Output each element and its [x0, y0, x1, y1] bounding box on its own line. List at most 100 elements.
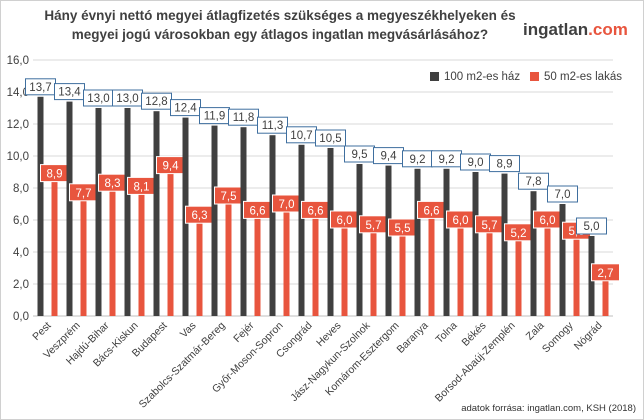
- bar-series-2: [109, 183, 116, 316]
- bar-series-1: [501, 173, 508, 316]
- bar-series-1: [66, 101, 73, 316]
- bar-series-1: [240, 127, 247, 316]
- data-label-2: 6,6: [250, 205, 266, 217]
- category-label: Zala: [524, 320, 547, 343]
- bar-series-2: [138, 186, 145, 316]
- bar-series-1: [443, 168, 450, 316]
- data-label-2: 5,5: [395, 223, 411, 235]
- legend-label-1: 100 m2-es ház: [444, 71, 520, 83]
- data-label-box-1: [257, 116, 288, 134]
- data-label-box-2: [591, 263, 620, 282]
- y-tick-label: 8,0: [13, 183, 29, 195]
- category-label: Pest: [30, 320, 53, 343]
- bar-series-2: [341, 220, 348, 316]
- y-tick-label: 12,0: [7, 119, 29, 131]
- category-label: Baranya: [394, 320, 430, 356]
- legend-swatch-1: [430, 72, 439, 81]
- data-label-2: 5,7: [482, 220, 498, 232]
- bar-series-1: [559, 204, 566, 316]
- bar-series-2: [428, 210, 435, 316]
- data-label-2: 6,0: [540, 215, 556, 227]
- data-label-1: 10,7: [290, 130, 312, 142]
- legend-label-2: 50 m2-es lakás: [544, 71, 622, 83]
- category-label: Tolna: [433, 320, 459, 346]
- bar-series-2: [515, 232, 522, 316]
- data-label-1: 11,3: [262, 120, 284, 132]
- bar-series-1: [414, 168, 421, 316]
- data-label-1: 9,0: [468, 157, 484, 169]
- bar-series-1: [385, 165, 392, 316]
- data-label-2: 8,9: [47, 169, 63, 181]
- data-label-1: 8,9: [497, 159, 513, 171]
- bar-series-2: [457, 220, 464, 316]
- data-label-1: 11,8: [233, 112, 255, 124]
- bar-series-1: [530, 191, 537, 316]
- data-label-2: 6,3: [192, 210, 208, 222]
- brand-suffix: .com: [588, 20, 628, 39]
- bar-series-1: [37, 96, 44, 316]
- data-label-box-1: [547, 185, 578, 203]
- bar-series-2: [196, 215, 203, 316]
- bar-series-2: [167, 165, 174, 316]
- data-label-1: 9,2: [410, 154, 426, 166]
- data-label-box-1: [576, 217, 607, 235]
- bar-series-2: [80, 192, 87, 316]
- bar-series-1: [153, 111, 160, 316]
- data-label-1: 9,2: [439, 154, 455, 166]
- data-label-2: 8,3: [105, 178, 121, 190]
- source-note: adatok forrása: ingatlan.com, KSH (2018): [461, 403, 636, 414]
- y-tick-label: 10,0: [7, 151, 29, 163]
- data-label-2: 7,5: [221, 191, 237, 203]
- data-label-2: 8,1: [134, 181, 150, 193]
- data-label-1: 5,0: [584, 221, 600, 233]
- bar-series-1: [327, 148, 334, 316]
- bar-series-1: [124, 108, 131, 316]
- bar-series-2: [573, 231, 580, 316]
- bar-series-1: [211, 125, 218, 316]
- data-label-1: 12,8: [145, 96, 167, 108]
- data-label-box-1: [315, 129, 346, 147]
- bar-series-1: [298, 144, 305, 316]
- data-label-2: 5,2: [511, 228, 527, 240]
- data-label-1: 13,0: [116, 93, 138, 105]
- y-tick-label: 4,0: [13, 247, 29, 259]
- y-tick-label: 0,0: [13, 311, 29, 323]
- category-label: Nógrád: [572, 320, 605, 353]
- bar-series-2: [312, 210, 319, 316]
- data-label-1: 7,0: [555, 189, 571, 201]
- bar-series-1: [472, 172, 479, 316]
- data-label-1: 9,4: [381, 151, 398, 163]
- data-label-2: 6,0: [453, 215, 469, 227]
- bar-series-2: [486, 224, 493, 316]
- bar-series-2: [225, 196, 232, 316]
- bar-series-2: [254, 210, 261, 316]
- bar-series-2: [51, 173, 58, 316]
- data-label-box-1: [518, 172, 549, 190]
- data-label-box-1: [489, 155, 520, 173]
- y-tick-label: 16,0: [7, 55, 29, 67]
- y-tick-label: 2,0: [13, 279, 29, 291]
- data-label-1: 11,9: [204, 111, 226, 123]
- data-label-2: 7,0: [279, 199, 295, 211]
- category-label: Somogy: [540, 319, 576, 355]
- data-label-1: 13,4: [58, 87, 81, 99]
- brand-name: ingatlan: [523, 20, 589, 39]
- data-label-1: 12,4: [174, 103, 197, 115]
- data-label-2: 2,7: [598, 268, 614, 280]
- category-label: Vas: [178, 320, 199, 341]
- data-label-2: 9,4: [163, 161, 180, 173]
- y-tick-label: 14,0: [7, 87, 29, 99]
- bar-series-2: [283, 204, 290, 316]
- y-tick-label: 6,0: [13, 215, 29, 227]
- data-label-2: 5,7: [366, 220, 382, 232]
- data-label-2: 7,7: [76, 188, 92, 200]
- data-label-1: 9,5: [352, 149, 368, 161]
- bar-series-2: [602, 272, 609, 316]
- bar-series-2: [399, 228, 406, 316]
- data-label-2: 6,0: [337, 215, 353, 227]
- bar-series-2: [544, 220, 551, 316]
- bar-series-2: [370, 224, 377, 316]
- data-label-2: 6,6: [308, 205, 324, 217]
- bar-series-1: [269, 135, 276, 316]
